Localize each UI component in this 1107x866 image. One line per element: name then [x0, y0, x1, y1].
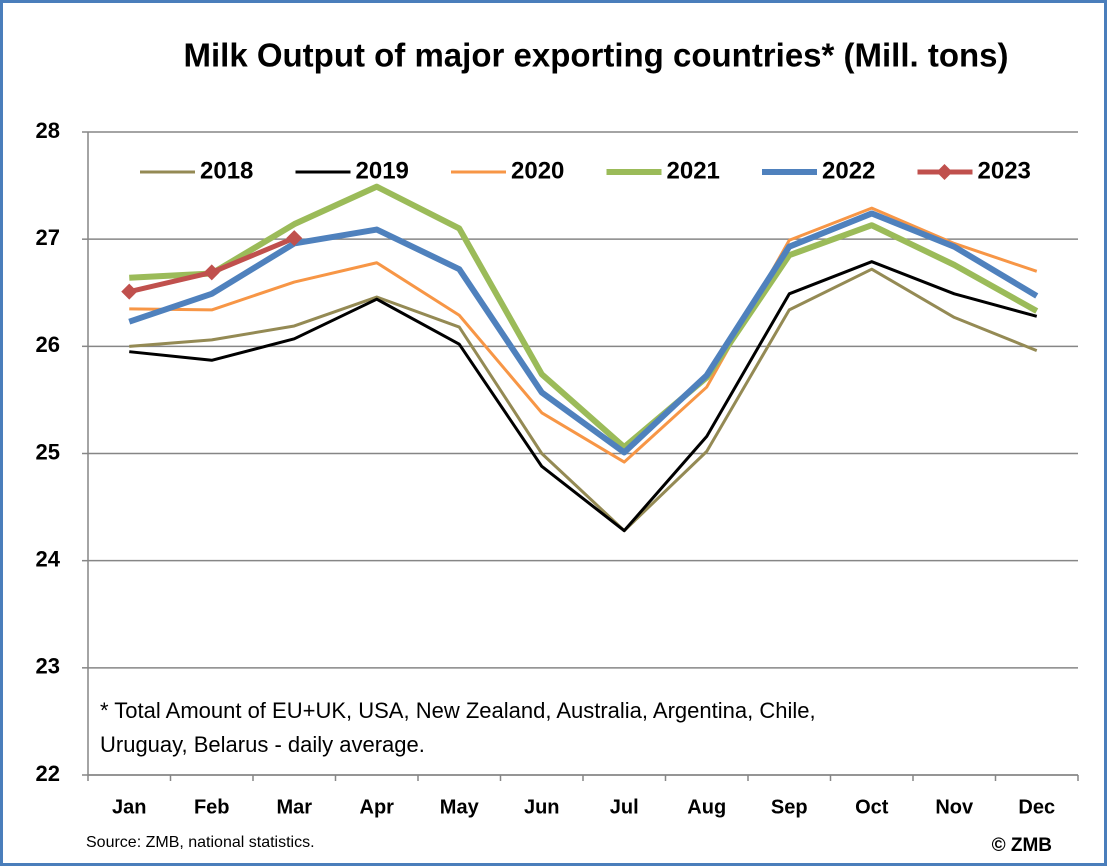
y-tick-label: 28 — [36, 118, 60, 143]
legend-label: 2020 — [511, 157, 564, 184]
x-tick-label: Jun — [524, 796, 560, 818]
x-tick-label: Mar — [276, 796, 312, 818]
series-line — [129, 206, 1038, 464]
chart-title: Milk Output of major exporting countries… — [184, 37, 1009, 74]
series-line — [128, 210, 1039, 456]
legend-marker — [936, 164, 953, 180]
point-marker — [286, 230, 303, 247]
x-tick-label: Jan — [112, 796, 146, 818]
y-tick-label: 23 — [36, 654, 60, 679]
footnote: * Total Amount of EU+UK, USA, New Zealan… — [100, 698, 816, 723]
y-tick-label: 25 — [36, 439, 60, 464]
x-tick-label: Oct — [855, 796, 889, 818]
source: Source: ZMB, national statistics. — [86, 834, 315, 851]
x-tick-label: Jul — [610, 796, 639, 818]
y-tick-label: 27 — [36, 225, 60, 250]
x-tick-label: Nov — [935, 796, 974, 818]
x-tick-label: Feb — [194, 796, 230, 818]
series-line — [129, 183, 1039, 451]
legend-label: 2018 — [200, 157, 253, 184]
y-tick-label: 24 — [36, 546, 61, 571]
x-tick-label: Aug — [687, 796, 726, 818]
series-line — [129, 260, 1038, 533]
y-tick-label: 22 — [36, 761, 60, 786]
series-line — [129, 267, 1038, 533]
x-tick-label: Dec — [1018, 796, 1055, 818]
x-tick-label: Sep — [771, 796, 808, 818]
legend-label: 2022 — [822, 157, 875, 184]
copyright: © ZMB — [992, 835, 1052, 856]
x-tick-label: May — [440, 796, 480, 818]
x-tick-label: Apr — [360, 796, 395, 818]
point-marker — [121, 283, 138, 300]
legend-label: 2023 — [978, 157, 1031, 184]
legend-label: 2021 — [667, 157, 720, 184]
legend-label: 2019 — [356, 157, 409, 184]
footnote: Uruguay, Belarus - daily average. — [100, 732, 425, 757]
point-marker — [203, 264, 220, 281]
y-tick-label: 26 — [36, 332, 60, 357]
